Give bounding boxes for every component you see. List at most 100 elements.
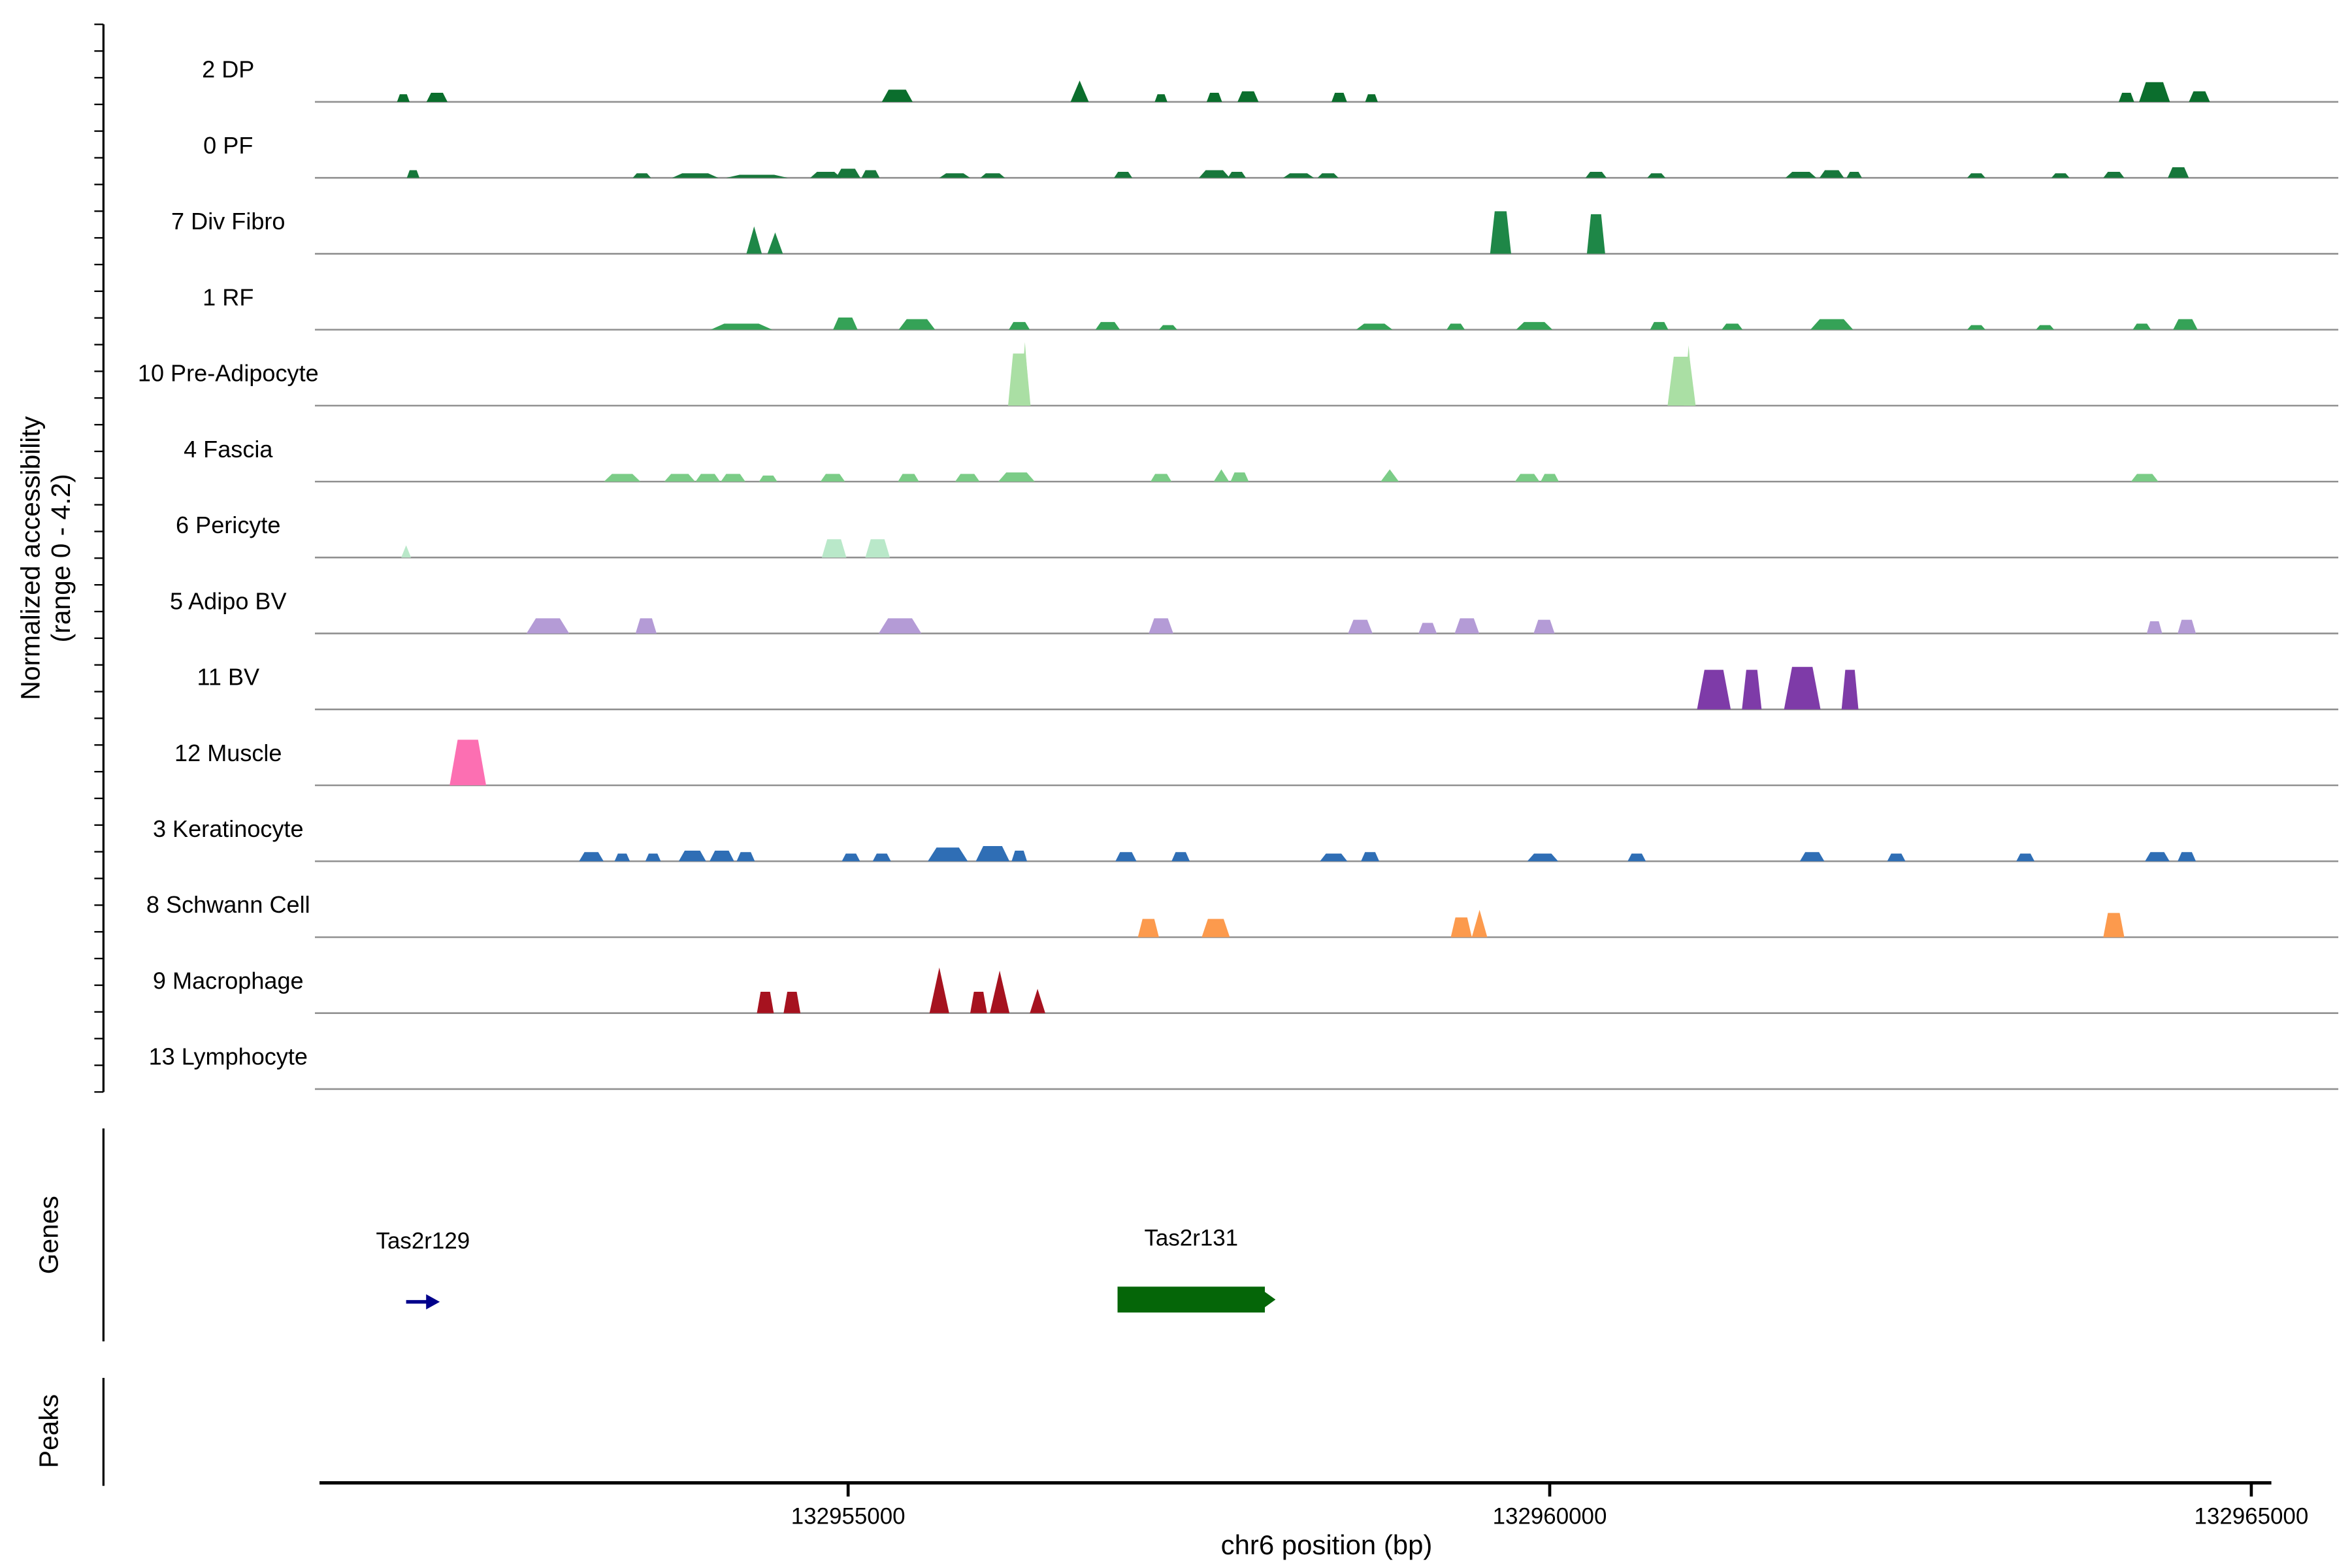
signal-peak: [1819, 170, 1844, 178]
signal-peak: [2168, 167, 2189, 178]
signal-peak: [397, 94, 410, 102]
signal-peak: [736, 852, 755, 862]
signal-peak: [2145, 852, 2170, 862]
signal-peak: [1647, 173, 1666, 178]
signal-peak: [1201, 919, 1230, 938]
signal-peak: [1585, 171, 1607, 178]
signal-peak: [1418, 623, 1437, 634]
signal-peak: [604, 474, 641, 482]
signal-peak: [1784, 666, 1821, 710]
peaks-section-label: Peaks: [33, 1394, 63, 1468]
track-label: 1 RF: [203, 284, 253, 310]
signal-peak: [1742, 670, 1762, 710]
signal-peak: [2051, 173, 2070, 178]
signal-peak: [1450, 917, 1472, 938]
signal-peak: [1516, 321, 1553, 330]
signal-peak: [1514, 474, 1540, 482]
signal-peak: [928, 847, 968, 862]
signal-peak: [406, 170, 420, 178]
signal-peak: [881, 90, 913, 102]
signal-peak: [1158, 325, 1177, 330]
signal-peak: [1627, 853, 1646, 862]
track-1-rf: 1 RF: [203, 284, 2339, 331]
x-axis-tick-label: 132955000: [791, 1503, 906, 1529]
signal-peak: [1446, 323, 1465, 330]
signal-peak: [1380, 469, 1399, 482]
signal-peak: [1206, 92, 1222, 102]
signal-peak: [2178, 619, 2197, 634]
track-label: 11 BV: [197, 664, 259, 691]
signal-peak: [783, 992, 801, 1013]
signal-peak: [1887, 853, 1906, 862]
signal-peak: [426, 92, 448, 102]
gene-label: Tas2r129: [376, 1228, 470, 1254]
signal-peak: [1684, 345, 1694, 406]
signal-peak: [975, 846, 1010, 862]
signal-peak: [955, 474, 980, 482]
signal-peak: [2131, 474, 2159, 482]
signal-peak: [810, 171, 841, 178]
track-8-schwann-cell: 8 Schwann Cell: [146, 891, 2339, 938]
signal-peak: [1967, 325, 1985, 330]
signal-peak: [990, 970, 1010, 1013]
signal-peak: [2139, 82, 2170, 102]
signal-peak: [1541, 474, 1559, 482]
signal-peak: [1171, 852, 1190, 862]
track-0-pf: 0 PF: [203, 132, 2339, 179]
signal-peak: [2146, 621, 2163, 634]
signal-peak: [721, 474, 745, 482]
signal-peak: [759, 475, 777, 482]
signal-peak: [1650, 321, 1669, 330]
signal-peak: [929, 967, 949, 1013]
signal-peak: [861, 170, 880, 178]
signal-peak: [726, 174, 788, 178]
signal-peak: [980, 173, 1005, 178]
signal-peak: [2036, 325, 2055, 330]
signal-peak: [998, 472, 1035, 482]
signal-peak: [1095, 321, 1120, 330]
track-label: 0 PF: [203, 132, 253, 159]
signal-peak: [1454, 618, 1480, 634]
track-11-bv: 11 BV: [197, 664, 2339, 711]
track-label: 4 Fascia: [184, 436, 273, 463]
track-3-keratinocyte: 3 Keratinocyte: [153, 815, 2339, 862]
signal-peak: [1785, 171, 1817, 178]
signal-peak: [1228, 171, 1247, 178]
signal-peak: [1237, 91, 1259, 102]
signal-peak: [2016, 853, 2035, 862]
signal-peak: [1967, 173, 1985, 178]
signal-peak: [1810, 319, 1854, 330]
signal-peak: [1365, 94, 1378, 102]
x-axis: 132955000 132960000 132965000: [319, 1481, 2308, 1529]
signal-peak: [2173, 319, 2198, 330]
signal-peak: [836, 169, 860, 178]
signal-peak: [1533, 619, 1555, 634]
signal-peak: [841, 853, 860, 862]
signal-peak: [821, 539, 847, 558]
signal-peak: [710, 323, 773, 330]
signal-peak: [1799, 852, 1825, 862]
signal-peak: [898, 319, 936, 330]
signal-peak: [1586, 214, 1605, 254]
signal-peak: [1154, 94, 1168, 102]
x-axis-tick-label: 132960000: [1493, 1503, 1607, 1529]
signal-peak: [1320, 853, 1348, 862]
signal-peak: [1213, 469, 1230, 482]
signal-peak: [1137, 919, 1159, 938]
signal-peak: [1070, 80, 1089, 102]
track-label: 9 Macrophage: [153, 967, 304, 994]
signal-peak: [2132, 323, 2151, 330]
signal-peak: [1230, 472, 1249, 482]
x-axis-title: chr6 position (bp): [1221, 1529, 1433, 1560]
y-axis-bracket: [94, 24, 105, 1093]
track-7-div-fibro: 7 Div Fibro: [171, 208, 2339, 255]
signal-peak: [833, 317, 858, 330]
signal-peak: [579, 852, 604, 862]
signal-peak: [2103, 913, 2125, 938]
signal-peak: [1199, 170, 1230, 178]
track-label: 12 Muscle: [174, 740, 282, 766]
track-label: 5 Adipo BV: [170, 587, 287, 614]
signal-peak: [1009, 321, 1030, 330]
track-12-muscle: 12 Muscle: [174, 740, 2339, 787]
